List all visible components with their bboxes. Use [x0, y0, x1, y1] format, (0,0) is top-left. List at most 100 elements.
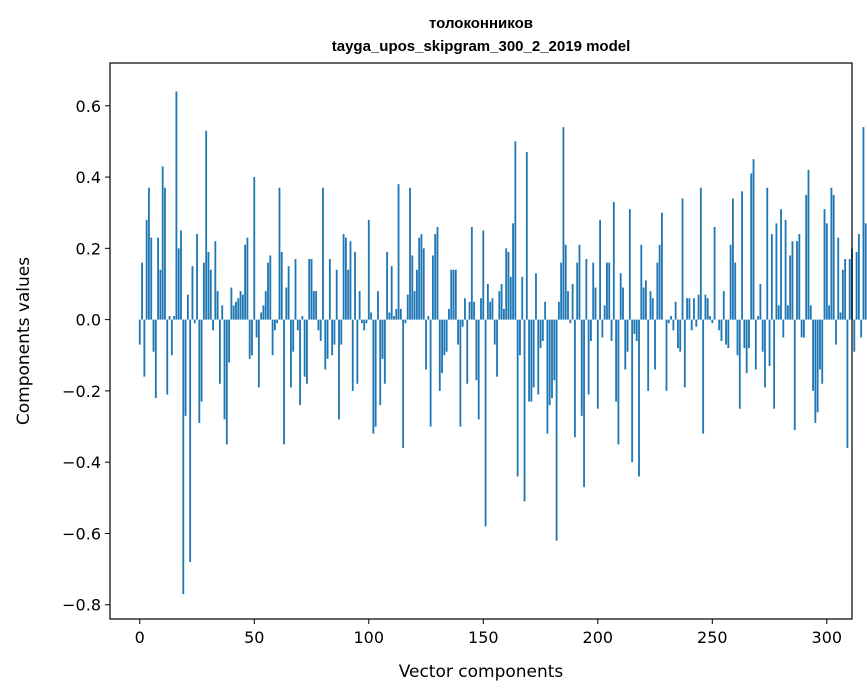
x-tick-label: 150 — [468, 628, 499, 647]
bar — [310, 259, 313, 320]
bar — [388, 312, 391, 320]
bar — [280, 251, 283, 320]
bar — [468, 301, 471, 320]
bar — [633, 319, 636, 334]
bar — [386, 251, 389, 320]
bar — [835, 319, 837, 345]
bar — [587, 319, 590, 395]
bar — [798, 234, 801, 320]
bar — [484, 319, 487, 527]
bar — [264, 291, 267, 320]
bar — [555, 319, 558, 541]
bar — [672, 319, 675, 331]
bar — [860, 319, 863, 338]
bar — [278, 187, 281, 320]
bar — [631, 319, 634, 463]
bar — [819, 319, 821, 370]
bar — [186, 294, 189, 320]
bar — [505, 248, 508, 320]
bar — [569, 319, 572, 324]
bar — [624, 319, 627, 370]
bar — [232, 305, 235, 320]
bar — [839, 312, 842, 320]
bar — [496, 319, 498, 377]
bar — [844, 259, 847, 320]
bar — [381, 319, 384, 359]
bar — [750, 173, 753, 320]
bar — [658, 244, 661, 320]
bar — [445, 319, 448, 352]
y-axis-label: Components values — [14, 257, 34, 425]
bar — [638, 319, 640, 477]
bar — [326, 319, 329, 359]
bar — [702, 319, 705, 434]
bar — [661, 212, 663, 320]
bar — [219, 319, 221, 384]
bar — [418, 237, 421, 320]
bar — [331, 319, 334, 356]
bar — [248, 319, 251, 359]
bar — [372, 319, 375, 434]
bar — [514, 141, 517, 320]
bar — [452, 269, 455, 320]
bar — [397, 184, 400, 320]
bar — [434, 234, 437, 320]
bar — [823, 209, 826, 320]
bar — [493, 319, 496, 345]
bar — [344, 237, 347, 320]
bar — [317, 319, 320, 331]
bar — [617, 319, 620, 445]
bar — [244, 244, 247, 320]
bar — [214, 241, 217, 320]
bar — [228, 319, 230, 363]
bar — [420, 234, 423, 320]
bar — [699, 187, 702, 320]
bar — [328, 259, 331, 320]
bar — [734, 262, 737, 320]
bar — [841, 269, 844, 320]
bar — [425, 319, 427, 370]
bar — [257, 319, 260, 388]
bar — [177, 248, 180, 320]
bar — [367, 219, 370, 320]
bar — [175, 91, 178, 320]
bar — [486, 283, 489, 320]
bar — [782, 319, 785, 338]
bar — [299, 319, 301, 406]
bar — [745, 319, 748, 374]
bar — [358, 291, 361, 320]
bar — [571, 283, 574, 320]
bar — [399, 308, 402, 320]
bar — [448, 308, 450, 320]
bar — [170, 319, 173, 356]
bar — [457, 319, 460, 345]
bar — [308, 259, 311, 320]
bar — [759, 283, 762, 320]
bar — [532, 319, 535, 388]
bar — [491, 298, 494, 320]
bar — [793, 319, 796, 431]
bar — [470, 226, 473, 320]
chart-subtitle: tayga_upos_skipgram_300_2_2019 model — [332, 38, 631, 55]
y-tick-label: −0.4 — [62, 453, 101, 472]
bar — [812, 319, 814, 391]
bar — [200, 319, 203, 402]
bar — [777, 305, 780, 320]
bar — [246, 237, 249, 320]
axes-group: 0 50 100 150 200 250 300 −0.8 −0.6 −0.4 −0.2 0.0 0.2… — [62, 97, 842, 647]
bar — [688, 298, 691, 320]
bar — [743, 319, 746, 349]
bar — [450, 269, 453, 320]
bar — [828, 305, 831, 320]
bar — [173, 316, 176, 320]
bar — [216, 291, 219, 320]
bar — [564, 244, 567, 320]
bar — [285, 287, 288, 320]
bar — [768, 319, 771, 366]
bar — [853, 319, 856, 352]
bar — [727, 319, 730, 349]
y-tick-label: 0.2 — [76, 239, 101, 258]
bar — [507, 251, 510, 320]
bar — [674, 301, 677, 320]
bars-group — [138, 91, 867, 595]
